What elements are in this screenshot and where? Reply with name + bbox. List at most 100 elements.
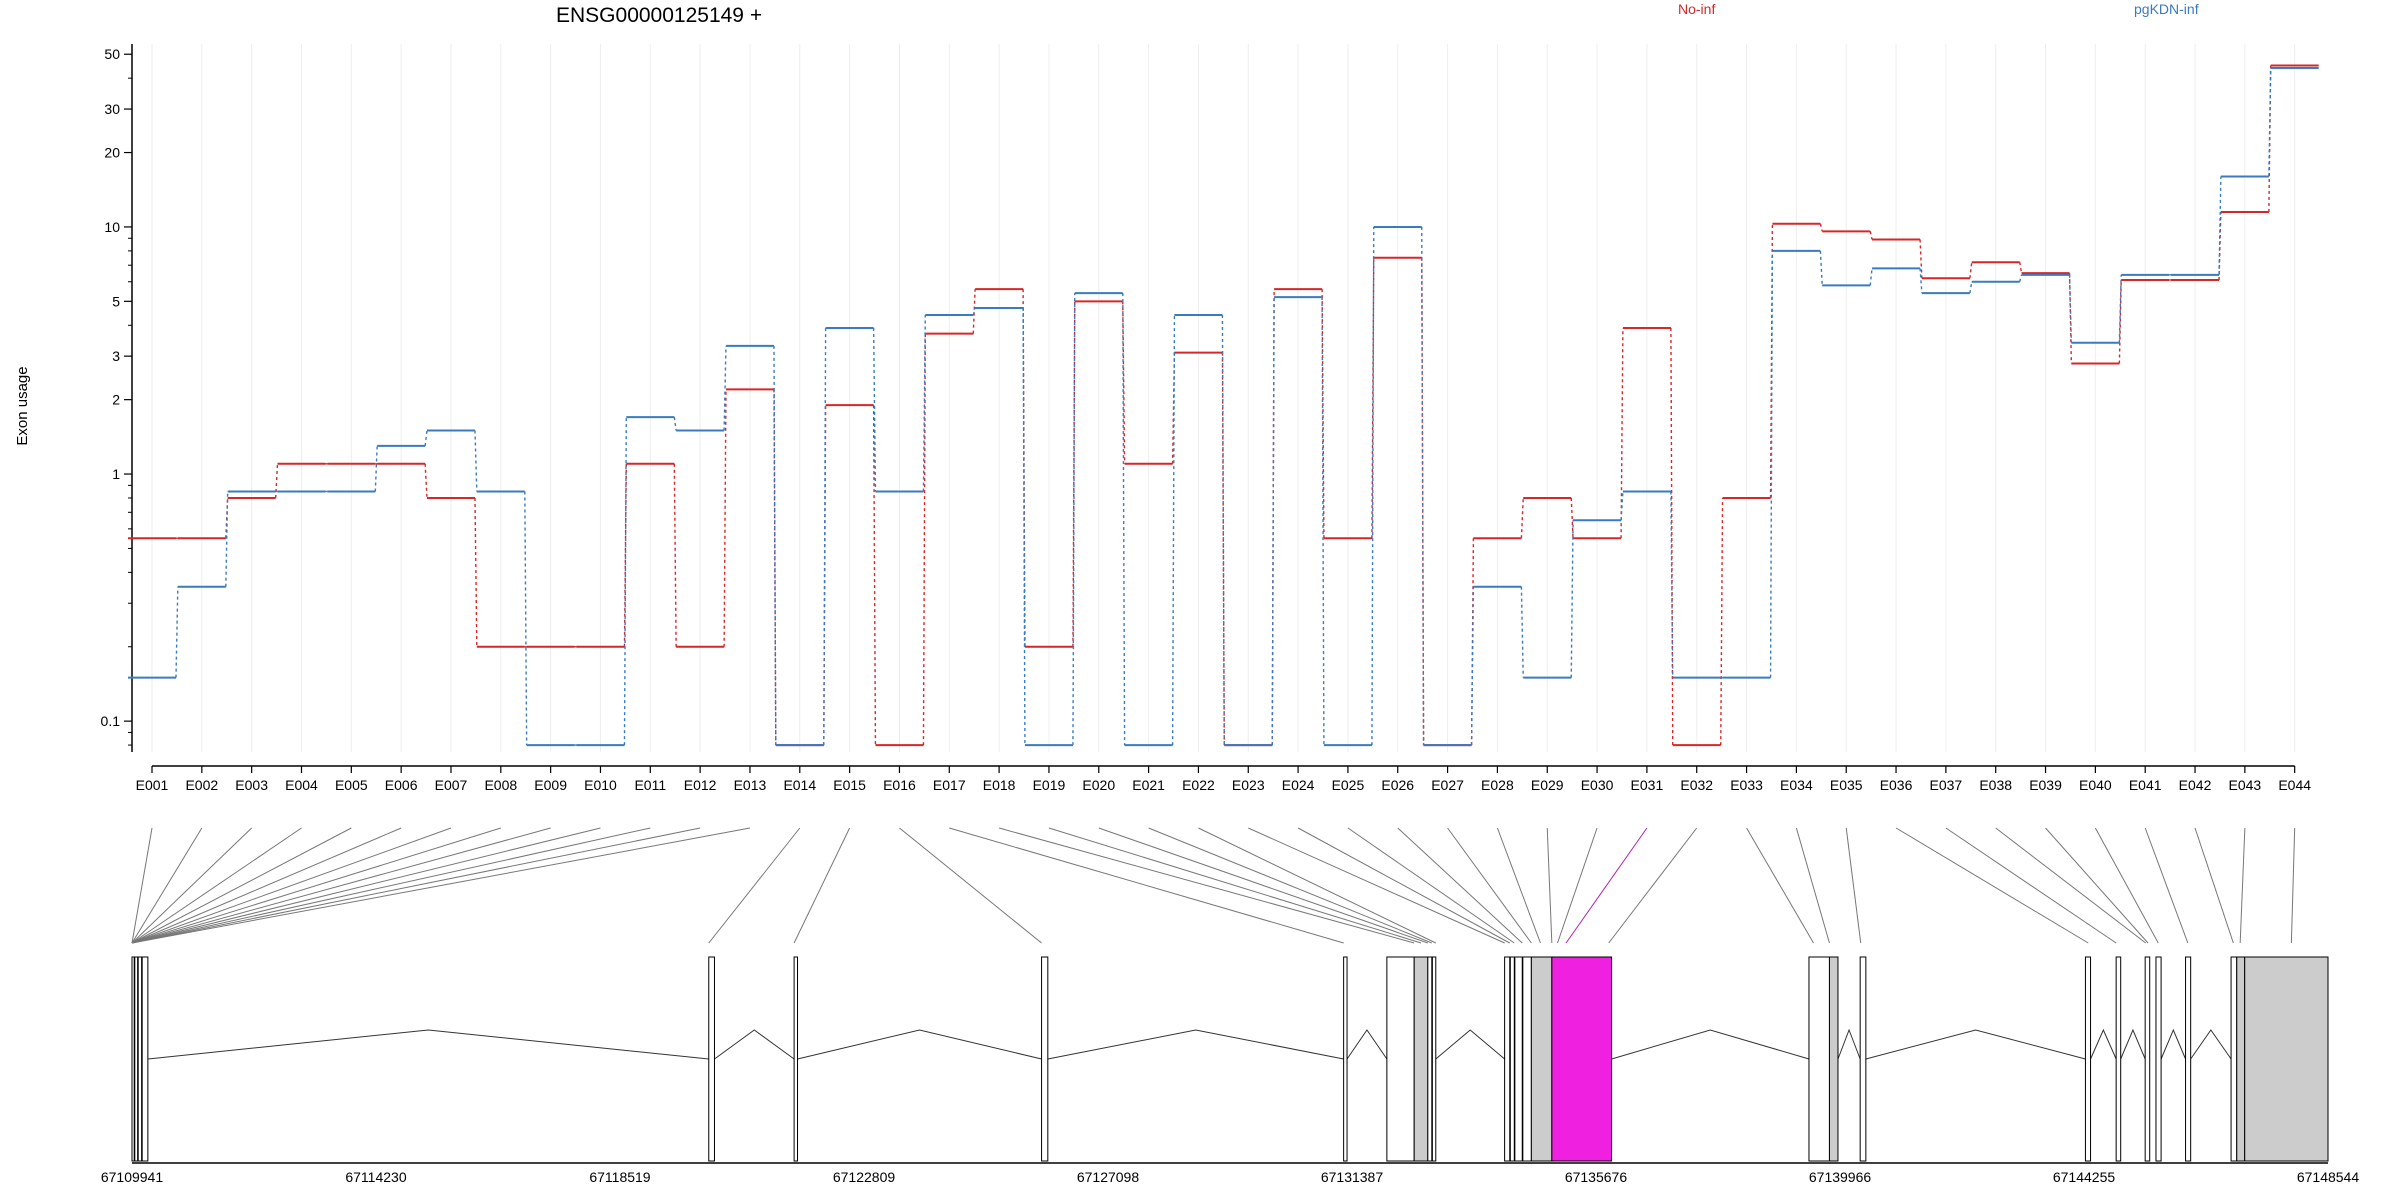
series-no-inf-connector <box>1919 239 1923 279</box>
y-tick-label: 30 <box>104 101 120 117</box>
exon-box <box>2144 956 2151 1162</box>
intron <box>147 1029 709 1060</box>
x-tick-label: E018 <box>983 777 1016 793</box>
exon-box <box>137 956 143 1162</box>
x-tick-label: E042 <box>2179 777 2212 793</box>
exon-link-E026 <box>1397 827 1523 944</box>
exon-box <box>1514 956 1523 1162</box>
series-no-inf-connector <box>1620 327 1624 539</box>
x-tick-label: E009 <box>534 777 567 793</box>
series-no-inf-connector <box>1371 257 1375 539</box>
genomic-coordinate-label: 67109941 <box>101 1169 164 1185</box>
exon-box <box>2084 956 2092 1162</box>
x-tick-label: E024 <box>1282 777 1315 793</box>
x-tick-label: E017 <box>933 777 966 793</box>
exon-box <box>2155 956 2162 1162</box>
exon-link-E028 <box>1496 827 1541 944</box>
legend-entry-pgkdn-inf: pgKDN-inf <box>2134 1 2199 17</box>
series-no-inf-connector <box>474 497 478 647</box>
series-no-inf-connector <box>424 463 428 499</box>
x-tick-label: E035 <box>1830 777 1863 793</box>
series-no-inf-connector <box>1869 231 1873 240</box>
exon-link-E041 <box>2144 827 2189 944</box>
series-no-inf-connector <box>1769 223 1774 498</box>
exon-link-E010 <box>131 827 601 944</box>
exon-link-E039 <box>2045 827 2149 944</box>
intron <box>1435 1029 1505 1060</box>
x-tick-label: E010 <box>584 777 617 793</box>
exon-box <box>1386 956 1415 1162</box>
exon-box <box>1509 956 1515 1162</box>
intron <box>1611 1029 1810 1060</box>
intron <box>2090 1028 2117 1060</box>
exon-link-E027 <box>1447 827 1532 944</box>
series-pgkdn-inf-connector <box>374 445 378 492</box>
series-no-inf-connector <box>2218 211 2222 281</box>
x-tick-label: E008 <box>484 777 517 793</box>
exon-link-E019 <box>1048 827 1422 944</box>
exon-box <box>2230 956 2238 1162</box>
series-pgkdn-inf-connector <box>1570 520 1574 678</box>
series-no-inf-connector <box>2118 279 2122 364</box>
x-tick-label: E036 <box>1880 777 1913 793</box>
series-no-inf-connector <box>1969 262 1973 279</box>
x-tick-label: E025 <box>1332 777 1365 793</box>
series-no-inf-connector <box>922 333 926 746</box>
exon-link-E015 <box>793 827 851 944</box>
series-no-inf-connector <box>1720 497 1724 746</box>
series-pgkdn-inf-connector <box>673 416 677 431</box>
x-tick-label: E004 <box>285 777 318 793</box>
exon-link-E029 <box>1546 827 1553 944</box>
exon-link-E040 <box>2094 827 2159 944</box>
exon-link-E011 <box>131 827 651 944</box>
exon-box <box>2236 956 2246 1162</box>
series-no-inf-connector <box>1520 497 1524 539</box>
x-tick-label: E039 <box>2029 777 2062 793</box>
exon-link-E005 <box>131 827 352 944</box>
x-tick-label: E040 <box>2079 777 2112 793</box>
series-pgkdn-inf-connector <box>424 430 428 446</box>
exon-link-E042 <box>2194 827 2234 944</box>
series-pgkdn-inf-connector <box>1321 297 1325 746</box>
series-pgkdn-inf-connector <box>474 430 478 492</box>
x-tick-label: E007 <box>435 777 468 793</box>
x-tick-label: E019 <box>1033 777 1066 793</box>
intron <box>1047 1029 1344 1060</box>
series-pgkdn-inf-connector <box>1919 268 1923 294</box>
series-no-inf-connector <box>1022 289 1026 647</box>
genomic-coordinate-label: 67139966 <box>1809 1169 1872 1185</box>
exon-link-E025 <box>1347 827 1515 944</box>
series-pgkdn-inf-connector <box>623 417 627 746</box>
exon-link-E021 <box>1148 827 1432 944</box>
exon-box <box>134 956 139 1162</box>
exon-box <box>1427 956 1433 1162</box>
series-no-inf-connector <box>872 405 877 746</box>
x-tick-label: E020 <box>1082 777 1115 793</box>
exon-box <box>1343 956 1348 1162</box>
series-pgkdn-inf-connector <box>1122 293 1126 746</box>
series-pgkdn-inf-connector <box>2068 274 2073 343</box>
x-tick-label: E031 <box>1631 777 1664 793</box>
series-pgkdn-inf-connector <box>1869 268 1873 286</box>
x-tick-label: E005 <box>335 777 368 793</box>
genomic-coordinate-label: 67114230 <box>345 1169 406 1185</box>
genomic-coordinate-label: 67135676 <box>1565 1169 1628 1185</box>
exon-link-E003 <box>131 827 253 944</box>
exon-box <box>2115 956 2122 1162</box>
intron <box>2160 1028 2187 1060</box>
x-tick-label: E006 <box>385 777 418 793</box>
x-tick-label: E037 <box>1930 777 1963 793</box>
y-tick-label: 2 <box>112 392 120 408</box>
series-pgkdn-inf-connector <box>1969 281 1973 294</box>
intron <box>2190 1029 2232 1060</box>
y-tick-label: 20 <box>104 145 120 161</box>
intron <box>1837 1028 1861 1060</box>
y-tick-label: 50 <box>104 46 120 62</box>
series-no-inf-connector <box>274 463 279 499</box>
series-pgkdn-inf-connector <box>1470 586 1475 746</box>
y-tick-label: 10 <box>104 219 120 235</box>
exon-link-E022 <box>1198 827 1437 944</box>
exon-link-E012 <box>131 827 701 944</box>
exon-link-E004 <box>131 827 302 944</box>
x-tick-label: E044 <box>2278 777 2311 793</box>
